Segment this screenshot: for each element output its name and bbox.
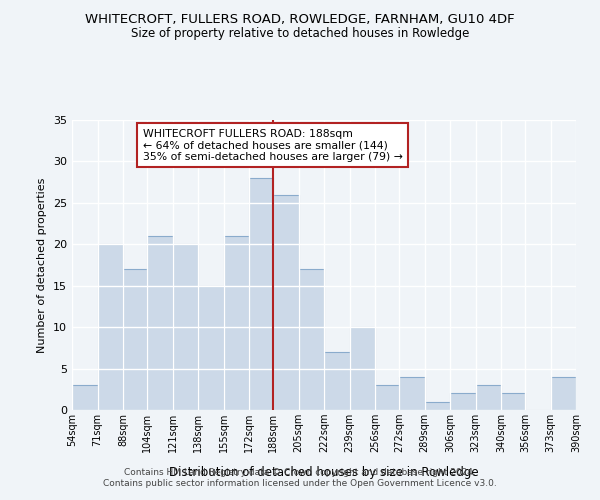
Y-axis label: Number of detached properties: Number of detached properties bbox=[37, 178, 47, 352]
Bar bbox=[147, 236, 173, 410]
Bar bbox=[273, 194, 299, 410]
Text: WHITECROFT FULLERS ROAD: 188sqm
← 64% of detached houses are smaller (144)
35% o: WHITECROFT FULLERS ROAD: 188sqm ← 64% of… bbox=[143, 128, 403, 162]
Text: Size of property relative to detached houses in Rowledge: Size of property relative to detached ho… bbox=[131, 28, 469, 40]
Bar bbox=[98, 244, 123, 410]
Bar bbox=[399, 377, 425, 410]
Bar bbox=[476, 385, 501, 410]
Bar bbox=[375, 385, 399, 410]
Bar bbox=[198, 286, 223, 410]
Bar bbox=[349, 327, 375, 410]
Text: Contains HM Land Registry data © Crown copyright and database right 2024.
Contai: Contains HM Land Registry data © Crown c… bbox=[103, 468, 497, 487]
Bar bbox=[299, 269, 324, 410]
Bar bbox=[223, 236, 249, 410]
Bar bbox=[551, 377, 576, 410]
Bar bbox=[173, 244, 198, 410]
Bar bbox=[425, 402, 450, 410]
X-axis label: Distribution of detached houses by size in Rowledge: Distribution of detached houses by size … bbox=[169, 466, 479, 479]
Text: WHITECROFT, FULLERS ROAD, ROWLEDGE, FARNHAM, GU10 4DF: WHITECROFT, FULLERS ROAD, ROWLEDGE, FARN… bbox=[85, 12, 515, 26]
Bar bbox=[72, 385, 98, 410]
Bar bbox=[501, 394, 525, 410]
Bar bbox=[450, 394, 476, 410]
Bar bbox=[324, 352, 349, 410]
Bar bbox=[123, 269, 147, 410]
Bar bbox=[249, 178, 273, 410]
